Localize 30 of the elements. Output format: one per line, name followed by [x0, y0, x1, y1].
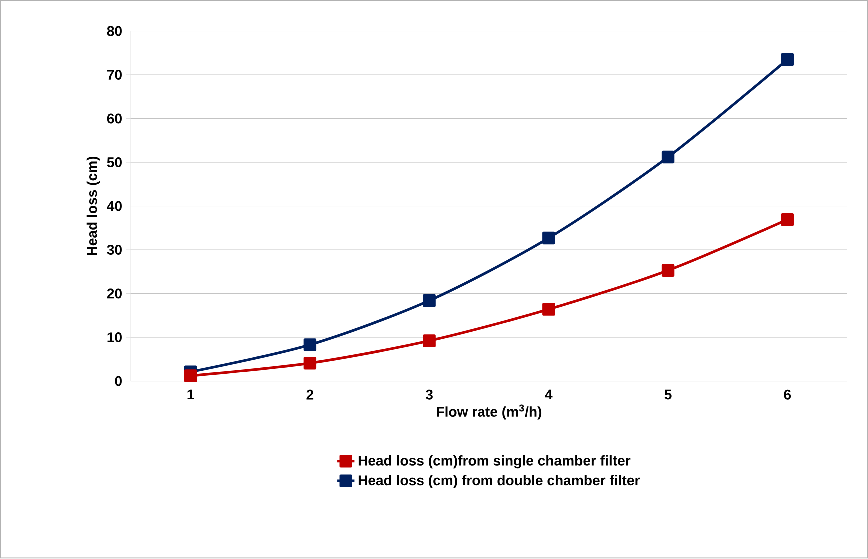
point — [423, 334, 436, 348]
y-tick-label: 20 — [107, 288, 122, 299]
x-tick-label: 4 — [545, 390, 553, 400]
point — [304, 338, 317, 352]
point — [781, 214, 794, 226]
x-tick-label: 5 — [664, 390, 672, 400]
point — [542, 303, 556, 316]
y-tick-label: 30 — [107, 245, 122, 256]
y-tick-label: 0 — [115, 376, 122, 386]
x-axis-title: Flow rate (m$^{3}$/h) — [437, 404, 542, 420]
point — [184, 370, 198, 382]
point — [662, 264, 675, 278]
y-tick-label: 60 — [107, 114, 122, 124]
x-tick-label: 6 — [784, 390, 792, 400]
x-tick-label: 3 — [426, 390, 433, 400]
y-tick-label: 70 — [107, 70, 122, 80]
y-tick-label: 50 — [107, 158, 122, 168]
y-axis-title: Head loss (cm) — [86, 157, 100, 256]
legend-label: Head loss (cm) from double chamber filter — [358, 475, 640, 488]
point — [781, 53, 794, 66]
point — [662, 151, 675, 164]
legend-label: Head loss (cm)from single chamber filter — [358, 456, 631, 469]
y-tick-label: 80 — [107, 26, 122, 36]
x-tick-label: 1 — [188, 390, 194, 400]
y-tick-label: 10 — [108, 332, 122, 343]
x-tick-label: 2 — [306, 390, 314, 400]
point — [304, 357, 317, 370]
point — [542, 232, 556, 245]
point — [423, 294, 436, 308]
y-tick-label: 40 — [107, 201, 122, 212]
